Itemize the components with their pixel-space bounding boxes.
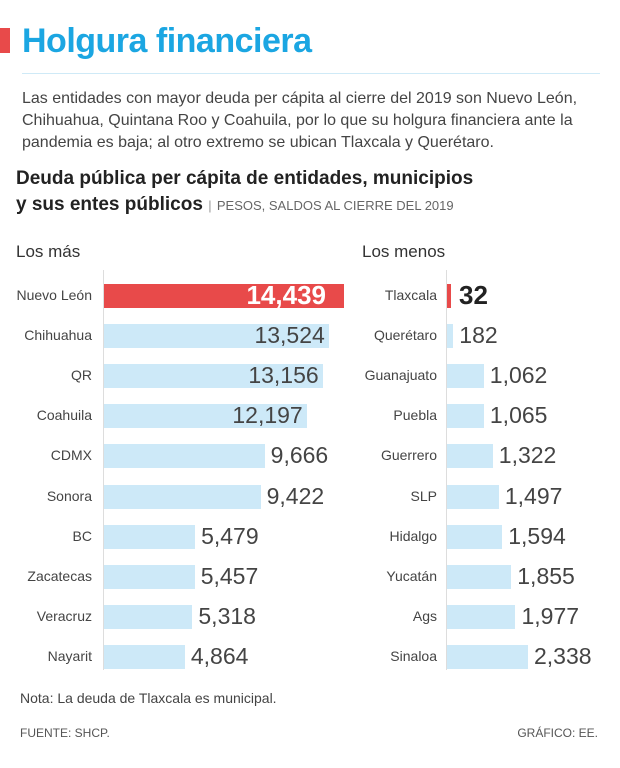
bar: [104, 404, 307, 429]
value-label: 14,439: [246, 280, 326, 310]
category-label: Nayarit: [47, 647, 92, 664]
category-label: Nuevo León: [16, 287, 92, 303]
category-label: Hidalgo: [389, 527, 437, 544]
category-label: Sinaloa: [390, 647, 437, 664]
bar: [447, 404, 484, 429]
chart-title: Deuda pública per cápita de entidades, m…: [16, 166, 473, 219]
separator: |: [208, 198, 212, 213]
divider: [22, 73, 600, 74]
category-label: QR: [71, 367, 92, 384]
chart-title-line1: Deuda pública per cápita de entidades, m…: [16, 168, 474, 189]
value-label: 182: [459, 322, 498, 349]
bar: [104, 324, 329, 349]
lede-text: Las entidades con mayor deuda per cápita…: [22, 90, 578, 151]
panel-title-most: Los más: [16, 242, 81, 261]
bar: [447, 284, 451, 308]
axis-line: [446, 270, 447, 670]
category-label: Tlaxcala: [384, 287, 437, 303]
chart-unit: PESOS, SALDOS AL CIERRE DEL 2019: [216, 198, 454, 213]
value-label: 5,479: [201, 522, 259, 549]
category-label: BC: [72, 527, 92, 544]
value-label: 12,197: [232, 402, 303, 429]
value-label: 1,065: [489, 402, 548, 429]
page-title: Holgura financiera: [22, 22, 312, 60]
bar: [447, 324, 454, 349]
footnote: Nota: La deuda de Tlaxcala es municipal.: [20, 690, 277, 706]
bar: [447, 444, 493, 469]
category-label: Guerrero: [380, 447, 437, 464]
value-label: 1,855: [517, 562, 575, 589]
value-label: 32: [459, 280, 488, 310]
value-label: 1,497: [504, 482, 563, 509]
value-label: 13,524: [254, 322, 325, 349]
bar: [447, 644, 528, 669]
value-label: 5,318: [198, 602, 256, 629]
credit: GRÁFICO: EE.: [517, 726, 598, 740]
category-label: Guanajuato: [364, 367, 437, 384]
category-label: Querétaro: [373, 327, 437, 344]
accent-mark: [0, 28, 10, 53]
value-label: 2,338: [534, 642, 592, 669]
category-label: Zacatecas: [27, 567, 92, 584]
category-label: Sonora: [46, 487, 92, 504]
category-label: Ags: [412, 607, 437, 624]
value-label: 1,594: [508, 522, 566, 549]
category-label: Puebla: [393, 407, 437, 424]
value-label: 4,864: [190, 642, 249, 669]
chart-title-line2: y sus entes públicos: [16, 194, 203, 215]
bar: [104, 564, 195, 589]
value-label: 1,062: [489, 362, 548, 389]
bar: [104, 484, 261, 509]
category-label: Chihuahua: [24, 327, 92, 344]
bar: [104, 444, 265, 469]
category-label: Yucatán: [386, 567, 437, 584]
bar: [447, 524, 503, 549]
value-label: 1,322: [498, 442, 557, 469]
bar: [104, 524, 196, 549]
category-label: CDMX: [50, 447, 92, 464]
value-label: 9,422: [266, 482, 325, 509]
category-label: Veracruz: [36, 607, 92, 624]
bar: [104, 284, 344, 308]
bar: [447, 364, 484, 389]
value-label: 5,457: [200, 562, 259, 589]
bar: [104, 644, 185, 669]
bar: [447, 484, 499, 509]
bar: [447, 564, 512, 589]
category-label: Coahuila: [36, 407, 92, 424]
category-label: SLP: [410, 487, 437, 504]
value-label: 1,977: [521, 602, 580, 629]
value-label: 9,666: [270, 442, 329, 469]
panel-title-least: Los menos: [362, 242, 446, 261]
bar: [104, 364, 323, 389]
axis-line: [103, 270, 104, 670]
bar: [104, 604, 193, 629]
value-label: 13,156: [248, 362, 319, 389]
source: FUENTE: SHCP.: [20, 726, 110, 740]
bar: [447, 604, 516, 629]
